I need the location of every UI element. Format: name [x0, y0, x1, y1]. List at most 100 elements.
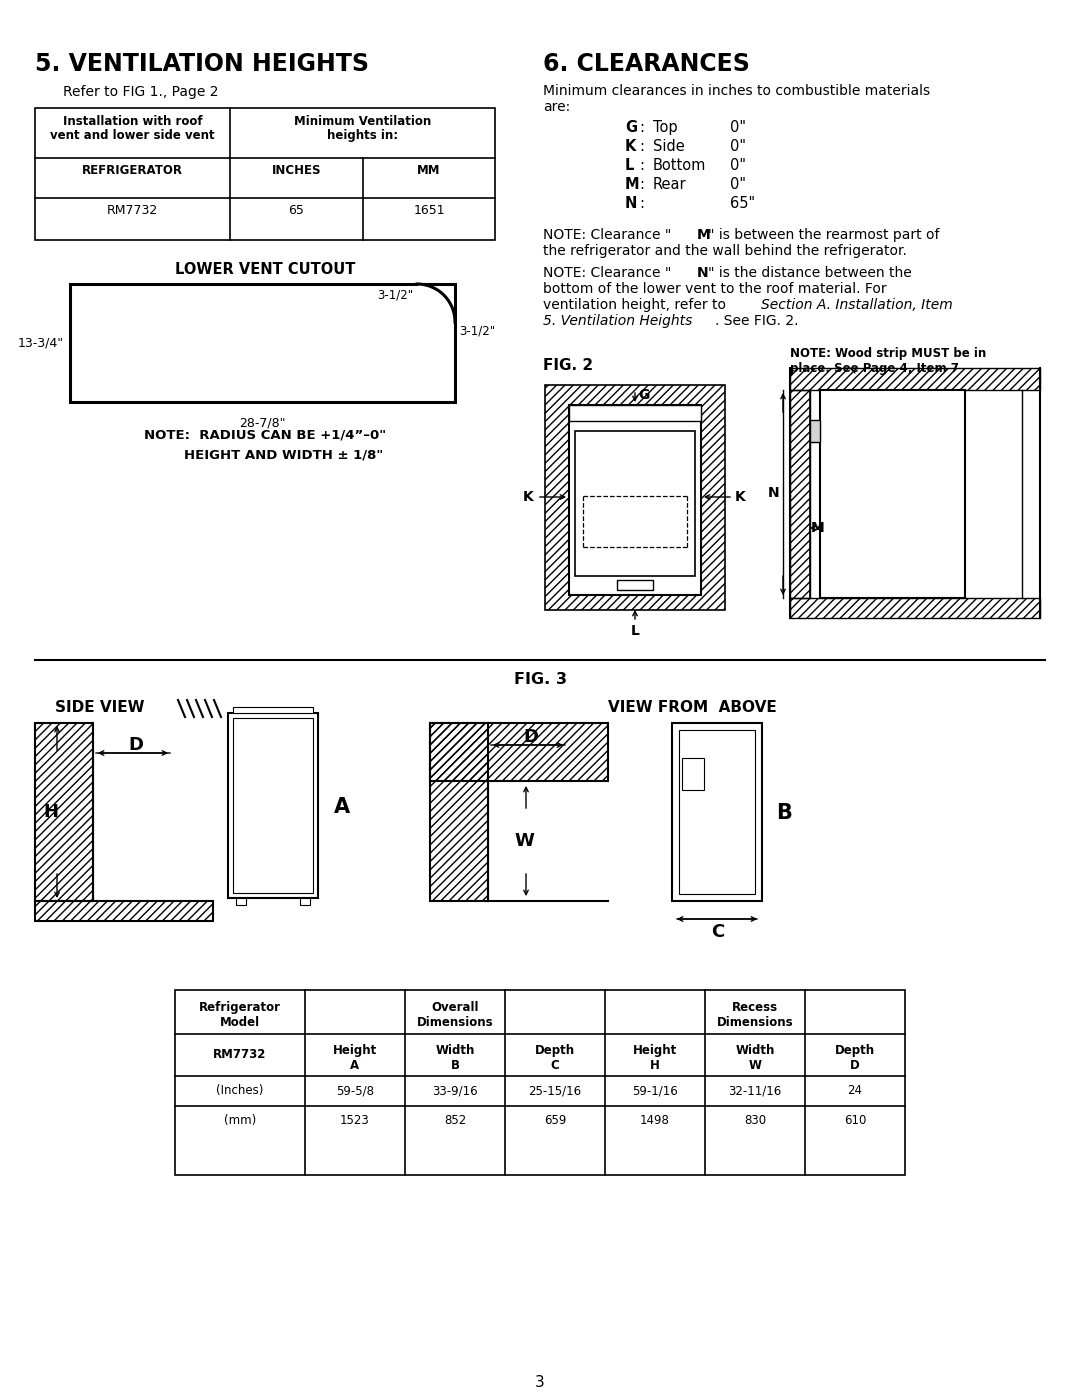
Text: 0": 0"	[730, 120, 746, 136]
Text: Height: Height	[633, 1044, 677, 1058]
Bar	[35, 901, 213, 921]
Text: B: B	[450, 1059, 459, 1071]
Text: Dimensions: Dimensions	[417, 1016, 494, 1030]
Text: 5. VENTILATION HEIGHTS: 5. VENTILATION HEIGHTS	[35, 52, 369, 75]
Bar	[681, 759, 704, 789]
Text: LOWER VENT CUTOUT: LOWER VENT CUTOUT	[175, 263, 355, 277]
Bar	[672, 724, 762, 901]
Bar	[233, 718, 313, 893]
Text: 59-1/16: 59-1/16	[632, 1084, 678, 1097]
Text: Width: Width	[735, 1044, 774, 1058]
Bar	[300, 898, 310, 905]
Text: . See FIG. 2.: . See FIG. 2.	[715, 314, 798, 328]
Text: Width: Width	[435, 1044, 475, 1058]
Text: (mm): (mm)	[224, 1113, 256, 1127]
Text: G: G	[625, 120, 637, 136]
Text: :: :	[639, 158, 644, 173]
Text: 1651: 1651	[414, 204, 445, 217]
Text: G: G	[638, 388, 649, 402]
Text: 65": 65"	[730, 196, 755, 211]
Text: 5. Ventilation Heights: 5. Ventilation Heights	[543, 314, 692, 328]
Text: Dimensions: Dimensions	[717, 1016, 794, 1030]
Text: 65: 65	[288, 204, 305, 217]
Text: are:: are:	[543, 101, 570, 115]
Text: 32-11/16: 32-11/16	[728, 1084, 782, 1097]
Bar	[237, 898, 246, 905]
Text: Section A. Installation, Item: Section A. Installation, Item	[761, 298, 953, 312]
Text: Height: Height	[333, 1044, 377, 1058]
Text: 24: 24	[848, 1084, 863, 1097]
Text: NOTE:  RADIUS CAN BE +1/4”–0": NOTE: RADIUS CAN BE +1/4”–0"	[144, 427, 386, 441]
Text: FIG. 3: FIG. 3	[513, 672, 567, 687]
Polygon shape	[417, 284, 455, 321]
Text: 28-7/8": 28-7/8"	[240, 416, 286, 429]
Bar	[175, 990, 905, 1175]
Text: K: K	[625, 138, 636, 154]
Text: (Inches): (Inches)	[216, 1084, 264, 1097]
Text: Refrigerator: Refrigerator	[199, 1002, 281, 1014]
Text: B: B	[777, 803, 792, 823]
Text: heights in:: heights in:	[327, 129, 399, 142]
Text: HEIGHT AND WIDTH ± 1/8": HEIGHT AND WIDTH ± 1/8"	[147, 448, 383, 461]
Text: 25-15/16: 25-15/16	[528, 1084, 581, 1097]
Text: 659: 659	[544, 1113, 566, 1127]
Text: " is between the rearmost part of: " is between the rearmost part of	[708, 228, 940, 242]
Text: Top: Top	[653, 120, 677, 136]
Bar	[679, 731, 755, 894]
Bar	[810, 420, 820, 441]
Text: 1498: 1498	[640, 1113, 670, 1127]
Text: VIEW FROM  ABOVE: VIEW FROM ABOVE	[608, 700, 777, 715]
Text: D: D	[850, 1059, 860, 1071]
Text: A: A	[350, 1059, 360, 1071]
Text: RM7732: RM7732	[107, 204, 158, 217]
Text: 0": 0"	[730, 158, 746, 173]
Bar	[228, 712, 318, 898]
Bar	[569, 405, 701, 420]
Text: 13-3/4": 13-3/4"	[18, 337, 64, 349]
Text: 33-9/16: 33-9/16	[432, 1084, 477, 1097]
Text: " is the distance between the: " is the distance between the	[708, 265, 912, 279]
Text: 0": 0"	[730, 138, 746, 154]
Text: K: K	[523, 490, 534, 504]
Text: A: A	[334, 798, 350, 817]
Text: W: W	[748, 1059, 761, 1071]
Text: 0": 0"	[730, 177, 746, 191]
Text: SIDE VIEW: SIDE VIEW	[55, 700, 145, 715]
Text: Depth: Depth	[835, 1044, 875, 1058]
Text: RM7732: RM7732	[214, 1048, 267, 1060]
Text: bottom of the lower vent to the roof material. For: bottom of the lower vent to the roof mat…	[543, 282, 887, 296]
Text: 1523: 1523	[340, 1113, 369, 1127]
Text: W: W	[514, 833, 534, 849]
Text: :: :	[639, 120, 644, 136]
Text: INCHES: INCHES	[272, 163, 321, 177]
Text: NOTE: Clearance ": NOTE: Clearance "	[543, 228, 672, 242]
Bar	[35, 724, 93, 901]
Bar	[789, 367, 1040, 390]
Bar	[233, 707, 313, 712]
Text: Side: Side	[653, 138, 685, 154]
Text: H: H	[43, 803, 58, 821]
Text: M: M	[697, 228, 711, 242]
Text: H: H	[650, 1059, 660, 1071]
Text: N: N	[768, 486, 780, 500]
Bar	[430, 724, 608, 781]
Text: 59-5/8: 59-5/8	[336, 1084, 374, 1097]
Bar	[575, 432, 696, 576]
Text: M: M	[811, 521, 825, 535]
Text: 610: 610	[843, 1113, 866, 1127]
Text: L: L	[625, 158, 634, 173]
Text: Minimum clearances in inches to combustible materials: Minimum clearances in inches to combusti…	[543, 84, 930, 98]
Text: MM: MM	[417, 163, 441, 177]
Text: Depth: Depth	[535, 1044, 575, 1058]
Text: :: :	[639, 177, 644, 191]
Bar	[789, 598, 1040, 617]
Text: Model: Model	[220, 1016, 260, 1030]
Text: M: M	[625, 177, 639, 191]
Text: L: L	[631, 624, 639, 638]
Text: the refrigerator and the wall behind the refrigerator.: the refrigerator and the wall behind the…	[543, 244, 907, 258]
Text: Installation with roof: Installation with roof	[63, 115, 202, 129]
Text: Recess: Recess	[732, 1002, 778, 1014]
Bar	[35, 108, 495, 240]
Text: D: D	[523, 728, 538, 746]
Text: Refer to FIG 1., Page 2: Refer to FIG 1., Page 2	[63, 85, 218, 99]
